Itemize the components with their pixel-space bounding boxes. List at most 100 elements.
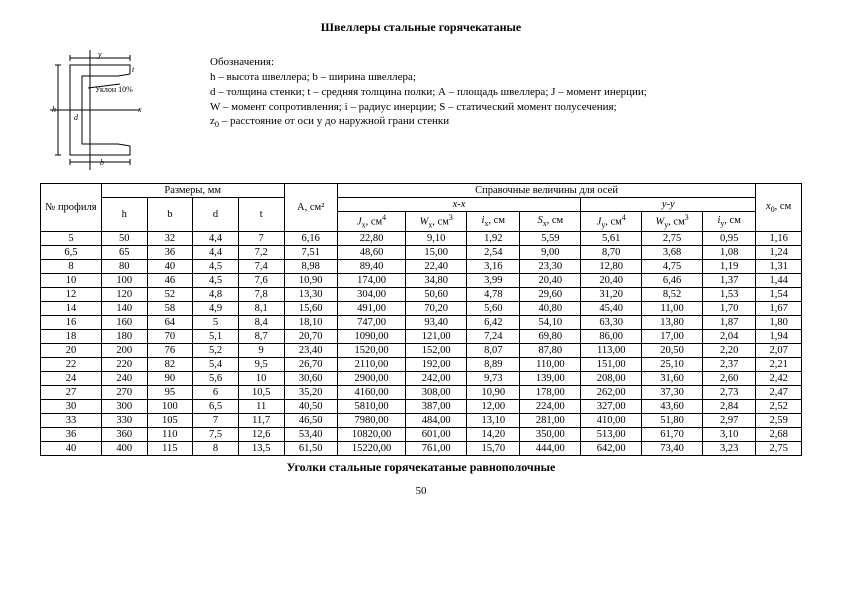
legend-line1: h – высота швеллера; b – ширина швеллера…: [210, 70, 802, 85]
table-cell: 13,5: [238, 441, 284, 455]
table-cell: 27: [41, 385, 102, 399]
table-cell: 4,75: [642, 259, 703, 273]
table-cell: 89,40: [337, 259, 405, 273]
table-cell: 15,60: [284, 301, 337, 315]
table-row: 33330105711,746,507980,00484,0013,10281,…: [41, 413, 802, 427]
table-cell: 9,00: [520, 245, 581, 259]
table-cell: 360: [101, 427, 147, 441]
table-cell: 1,92: [467, 231, 520, 245]
table-row: 363601107,512,653,4010820,00601,0014,203…: [41, 427, 802, 441]
table-row: 14140584,98,115,60491,0070,205,6040,8045…: [41, 301, 802, 315]
table-cell: 281,00: [520, 413, 581, 427]
table-cell: 113,00: [581, 343, 642, 357]
table-cell: 1,44: [756, 273, 802, 287]
table-cell: 7: [238, 231, 284, 245]
table-cell: 58: [147, 301, 193, 315]
table-cell: 36: [147, 245, 193, 259]
table-cell: 7,4: [238, 259, 284, 273]
table-cell: 95: [147, 385, 193, 399]
table-cell: 0,95: [703, 231, 756, 245]
table-cell: 61,50: [284, 441, 337, 455]
table-cell: 4160,00: [337, 385, 405, 399]
th-Jy: Jy, см4: [581, 212, 642, 232]
page-number: 50: [40, 485, 802, 497]
table-cell: 2900,00: [337, 371, 405, 385]
table-row: 40400115813,561,5015220,00761,0015,70444…: [41, 441, 802, 455]
table-cell: 4,8: [193, 287, 239, 301]
legend-line3: W – момент сопротивления; i – радиус ине…: [210, 100, 802, 115]
table-cell: 35,20: [284, 385, 337, 399]
table-cell: 160: [101, 315, 147, 329]
table-cell: 1,67: [756, 301, 802, 315]
table-cell: 20: [41, 343, 102, 357]
table-cell: 69,80: [520, 329, 581, 343]
table-cell: 23,40: [284, 343, 337, 357]
table-cell: 31,60: [642, 371, 703, 385]
table-cell: 200: [101, 343, 147, 357]
table-cell: 4,4: [193, 245, 239, 259]
table-cell: 30: [41, 399, 102, 413]
table-cell: 1,94: [756, 329, 802, 343]
table-cell: 25,10: [642, 357, 703, 371]
table-row: 303001006,51140,505810,00387,0012,00224,…: [41, 399, 802, 413]
table-cell: 8: [41, 259, 102, 273]
table-cell: 7980,00: [337, 413, 405, 427]
table-cell: 304,00: [337, 287, 405, 301]
table-cell: 51,80: [642, 413, 703, 427]
table-cell: 80: [101, 259, 147, 273]
table-row: 2727095610,535,204160,00308,0010,90178,0…: [41, 385, 802, 399]
table-cell: 5,6: [193, 371, 239, 385]
table-cell: 242,00: [406, 371, 467, 385]
table-cell: 13,80: [642, 315, 703, 329]
table-cell: 4,5: [193, 273, 239, 287]
table-cell: 34,80: [406, 273, 467, 287]
table-cell: 1,37: [703, 273, 756, 287]
table-cell: 2,07: [756, 343, 802, 357]
table-cell: 330: [101, 413, 147, 427]
table-cell: 20,70: [284, 329, 337, 343]
table-cell: 18,10: [284, 315, 337, 329]
table-cell: 2,04: [703, 329, 756, 343]
table-cell: 2110,00: [337, 357, 405, 371]
table-cell: 61,70: [642, 427, 703, 441]
th-xx: x-x: [337, 198, 581, 212]
table-cell: 100: [101, 273, 147, 287]
table-row: 550324,476,1622,809,101,925,595,612,750,…: [41, 231, 802, 245]
table-cell: 2,75: [642, 231, 703, 245]
table-cell: 10: [41, 273, 102, 287]
table-cell: 152,00: [406, 343, 467, 357]
table-cell: 10,90: [284, 273, 337, 287]
table-cell: 40,80: [520, 301, 581, 315]
table-cell: 151,00: [581, 357, 642, 371]
table-cell: 45,40: [581, 301, 642, 315]
table-cell: 9,10: [406, 231, 467, 245]
table-cell: 5: [41, 231, 102, 245]
table-cell: 1,24: [756, 245, 802, 259]
table-cell: 224,00: [520, 399, 581, 413]
table-cell: 48,60: [337, 245, 405, 259]
table-cell: 2,73: [703, 385, 756, 399]
table-cell: 2,37: [703, 357, 756, 371]
table-cell: 54,10: [520, 315, 581, 329]
table-cell: 513,00: [581, 427, 642, 441]
table-cell: 761,00: [406, 441, 467, 455]
table-cell: 105: [147, 413, 193, 427]
table-cell: 2,54: [467, 245, 520, 259]
table-cell: 8,07: [467, 343, 520, 357]
table-cell: 46,50: [284, 413, 337, 427]
table-cell: 2,68: [756, 427, 802, 441]
subtitle: Уголки стальные горячекатаные равнополоч…: [40, 460, 802, 475]
table-cell: 2,60: [703, 371, 756, 385]
th-refvals: Справочные величины для осей: [337, 184, 756, 198]
table-cell: 2,97: [703, 413, 756, 427]
table-cell: 70,20: [406, 301, 467, 315]
table-cell: 6,5: [41, 245, 102, 259]
th-b: b: [147, 198, 193, 232]
slope-label: Уклон 10%: [95, 85, 133, 94]
table-cell: 1520,00: [337, 343, 405, 357]
table-cell: 10: [238, 371, 284, 385]
table-cell: 7,24: [467, 329, 520, 343]
table-cell: 14,20: [467, 427, 520, 441]
table-cell: 76: [147, 343, 193, 357]
table-cell: 40,50: [284, 399, 337, 413]
